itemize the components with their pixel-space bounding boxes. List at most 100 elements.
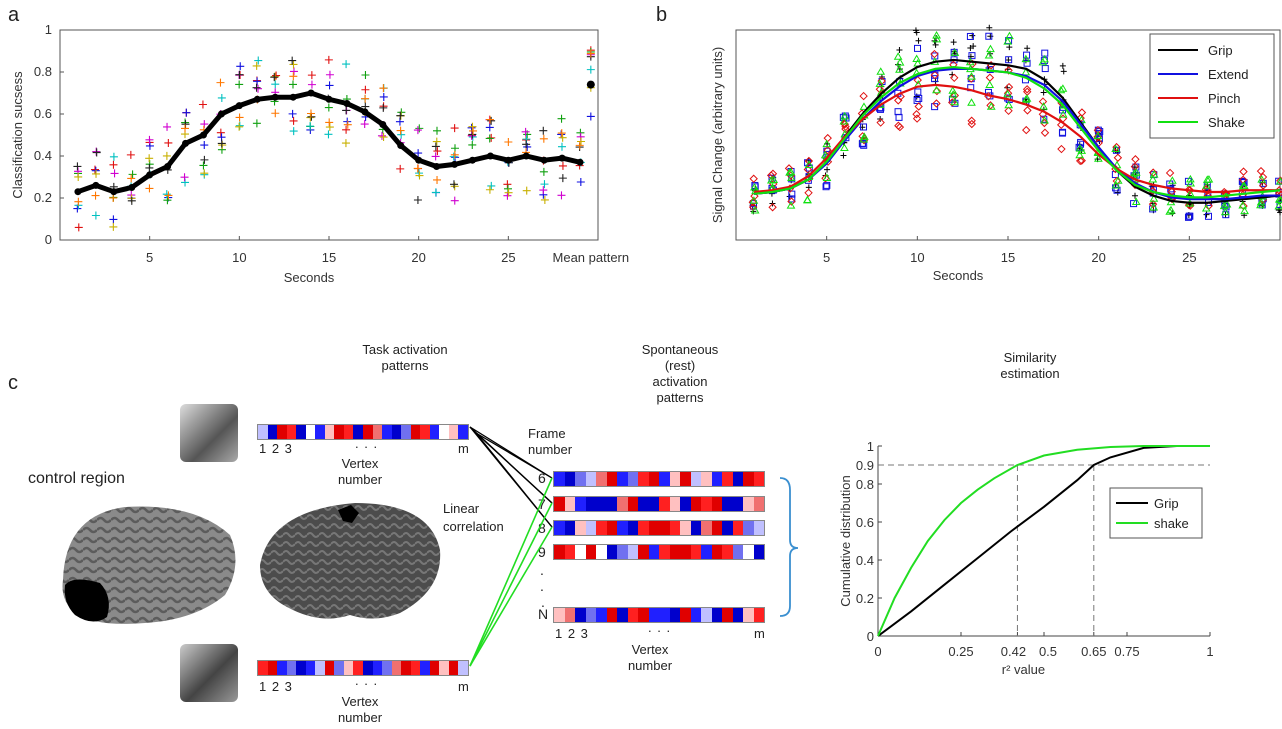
chart-b-grip-marker [915, 37, 922, 44]
task-pattern-shake [257, 660, 469, 676]
chart-a-subject-marker [235, 121, 244, 130]
chart-a-subject-marker [163, 196, 172, 205]
chart-b-extend-marker [788, 195, 796, 203]
chart-b-shake-marker [859, 102, 869, 110]
chart-b-shake-marker [948, 90, 958, 98]
chart-b-grip-marker [1024, 45, 1031, 52]
vertex-cell [627, 608, 638, 622]
chart-b-pinch-marker [749, 174, 758, 183]
vertex-cell [372, 425, 383, 439]
chart-c: 0 0.2 0.4 0.6 0.8 0.9 1 0 0.25 0.42 0.5 0.65 0.75 1 r²… [838, 439, 1214, 677]
chart-a-subject-marker [487, 133, 496, 142]
chart-b-shake-marker [1219, 201, 1229, 210]
chart-a-subject-marker [557, 191, 566, 200]
vertex-cell [596, 521, 607, 535]
chart-b-shake-marker [932, 34, 942, 43]
chart-a-subject-marker [254, 56, 263, 65]
chart-b-shake-marker [948, 86, 958, 94]
chart-b-legend-label: Grip [1208, 43, 1233, 58]
chart-b-shake-marker [986, 44, 995, 53]
vertex-cell [575, 608, 586, 622]
chart-b-grip-marker [840, 152, 847, 159]
chart-b-grip-marker [1040, 89, 1047, 96]
chart-a-subject-marker [577, 137, 586, 146]
chart-b-shake-marker [932, 31, 941, 39]
chart-b-extend-marker [1005, 56, 1013, 64]
frame-9: 9 [538, 544, 546, 560]
chart-a-subject-marker [199, 161, 208, 170]
chart-a-subject-marker [110, 169, 119, 178]
chart-b-shake-marker [1274, 201, 1282, 210]
chart-a-subject-marker [289, 127, 298, 136]
chart-a-subject-marker [91, 191, 100, 200]
chart-a-subject-marker [576, 177, 585, 186]
chart-a-xtick-label: 10 [232, 250, 246, 265]
vertex-label-bottom-1: Vertex [341, 694, 379, 709]
chart-b-shake-marker [876, 67, 886, 75]
chart-b-legend-label: Extend [1208, 67, 1248, 82]
vertex-cell [701, 521, 712, 535]
vertex-cell [575, 545, 586, 559]
chart-a-mean-dot [379, 121, 387, 128]
chart-a-subject-marker [503, 184, 512, 193]
chart-a-xlabel: Seconds [284, 270, 335, 285]
vertex-cell [669, 497, 680, 511]
chart-a-subject-marker [432, 137, 441, 146]
vertex-cell [277, 661, 287, 675]
vertex-cell [690, 472, 701, 486]
chart-a-mean-dot [504, 156, 512, 164]
chart-a-mean-dot [540, 156, 548, 164]
vertex-cell [372, 661, 383, 675]
chart-a-subject-marker [235, 80, 244, 89]
chart-a-subject-marker [216, 78, 225, 87]
chart-c-legend [1109, 487, 1203, 539]
chart-b-shake-marker [1148, 174, 1158, 183]
spont-title-line3: activation [652, 374, 708, 389]
vertex-cell [382, 661, 392, 675]
chart-a-subject-marker [109, 152, 118, 161]
vertex-cell [575, 521, 586, 535]
chart-a-subject-marker [521, 127, 530, 136]
vertex-cell [458, 425, 469, 439]
chart-b-shake-marker [803, 195, 812, 204]
chart-b-pinch-marker [1130, 162, 1140, 171]
chart-b-shake-marker [912, 54, 922, 63]
chart-b-extend-marker [914, 88, 922, 96]
vertex-m-top: m [458, 441, 469, 456]
chart-a-subject-marker [431, 188, 440, 197]
chart-a-subject-marker [557, 130, 566, 139]
frame-n: N [538, 606, 549, 622]
chart-a-xtick-label: Mean pattern [553, 250, 630, 265]
chart-a-subject-marker [252, 61, 261, 70]
vertex-cell [334, 661, 344, 675]
chart-b-extend-marker [1023, 59, 1031, 67]
chart-b-grip-marker [1005, 56, 1012, 63]
chart-a-subject-marker [485, 185, 494, 194]
chart-b-pinch-marker [750, 191, 759, 201]
chart-a-subject-marker [415, 124, 424, 133]
chart-a-subject-marker [377, 131, 386, 140]
chart-b-pinch-marker [912, 110, 921, 119]
chart-a-xtick-label: 25 [501, 250, 515, 265]
chart-b-extend-marker [895, 113, 903, 121]
chart-b-shake-marker [1093, 131, 1103, 140]
vertex-cell [701, 608, 712, 622]
vertex-cell [732, 472, 743, 486]
chart-b-shake-marker [840, 143, 849, 152]
chart-b-shake-marker [1058, 84, 1068, 92]
chart-b-shake-marker [840, 111, 850, 120]
chart-b-pinch-marker [1004, 82, 1014, 92]
rest-pattern-frame-8 [553, 520, 765, 536]
chart-a-subject-marker [109, 160, 118, 169]
chart-a-subject-marker [396, 164, 405, 173]
vertex-cell [690, 608, 701, 622]
vertex-cell [564, 497, 575, 511]
vertex-cell [617, 497, 628, 511]
chart-a-subject-marker [164, 138, 173, 147]
chart-a-subject-marker [73, 162, 82, 171]
chart-b-shake-marker [1238, 200, 1248, 209]
chart-c-ytick-label: 0.9 [856, 458, 874, 473]
chart-b-extend-marker [1041, 65, 1049, 73]
chart-b-pinch-marker [913, 75, 922, 85]
chart-a-mean-point [586, 80, 595, 89]
